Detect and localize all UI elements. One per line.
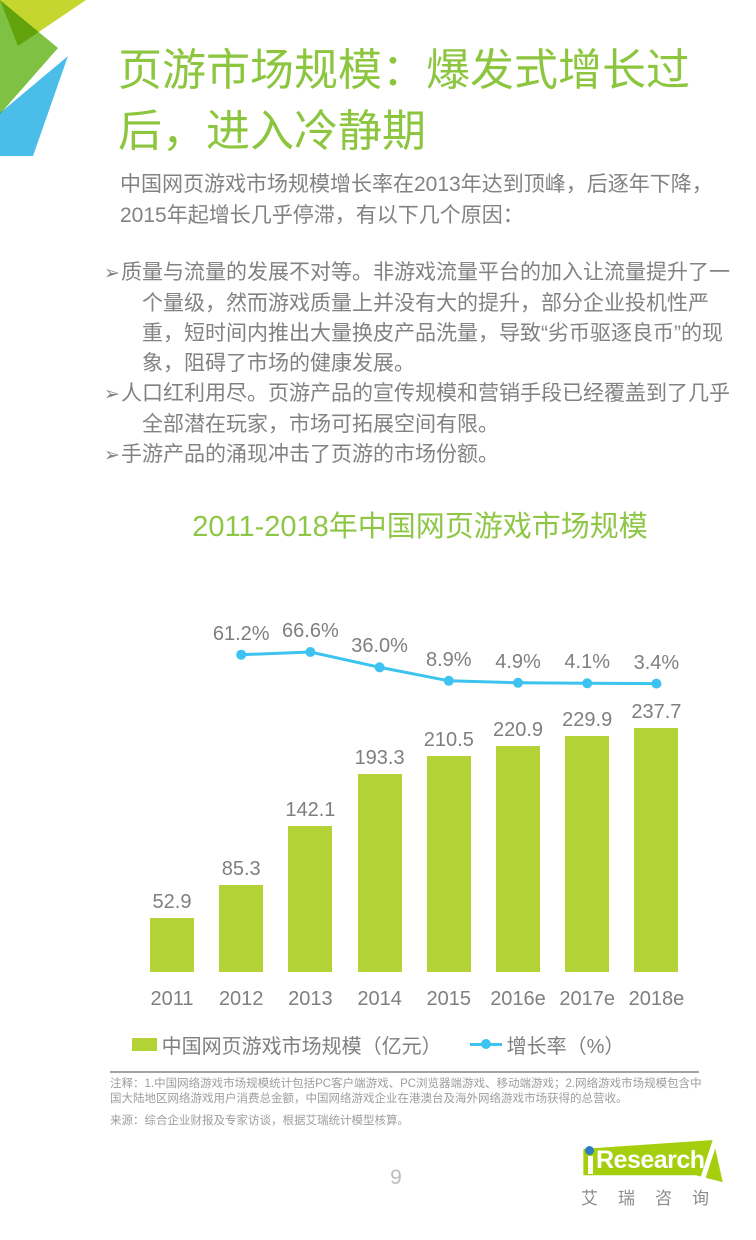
growth-line <box>241 650 657 686</box>
legend-item-growth-rate: 增长率（%） <box>469 1030 625 1059</box>
growth-point <box>305 647 316 657</box>
logo-i-dot-icon <box>585 1146 594 1155</box>
bar-2018e <box>634 728 679 972</box>
page-title-line1: 页游市场规模：爆发式增长过 <box>118 46 690 95</box>
iresearch-logo: Research <box>579 1139 725 1186</box>
chart-title: 2011-2018年中国网页游戏市场规模 <box>192 511 648 543</box>
bullet-text: 手游产品的涌现冲击了页游的市场份额。 <box>121 443 499 466</box>
bar-value-label: 220.9 <box>492 718 544 741</box>
footer-divider <box>110 1071 699 1073</box>
growth-value-label: 4.1% <box>564 651 610 674</box>
growth-value-label: 4.9% <box>495 650 541 673</box>
logo-caption: 艾瑞咨询 <box>581 1189 729 1208</box>
bar-2015 <box>426 756 471 972</box>
bar-value-label: 142.1 <box>285 799 336 822</box>
source-text: 来源：综合企业财报及专家访谈，根据艾瑞统计模型核算。 <box>110 1115 409 1127</box>
growth-value-label: 36.0% <box>351 635 408 658</box>
bullet-arrow-icon: ➢ <box>104 445 120 466</box>
bullet-text: 质量与流量的发展不对等。非游戏流量平台的加入让流量提升了一个量级，然而游戏质量上… <box>121 261 730 375</box>
x-axis-label: 2014 <box>357 988 402 1010</box>
bar-2013 <box>288 826 333 972</box>
bar-2012 <box>219 884 264 972</box>
page-title: 页游市场规模：爆发式增长过 后，进入冷静期 <box>118 40 724 162</box>
note-text: 注释：1.中国网络游戏市场规模统计包括PC客户端游戏、PC浏览器端游戏、移动端游… <box>110 1078 702 1105</box>
x-axis-label: 2011 <box>150 988 194 1010</box>
x-axis-label: 2012 <box>218 988 264 1010</box>
growth-point <box>582 678 593 689</box>
bullet-item: ➢质量与流量的发展不对等。非游戏流量平台的加入让流量提升了一个量级，然而游戏质量… <box>104 258 738 379</box>
growth-value-label: 8.9% <box>426 648 472 671</box>
page-number: 9 <box>390 1166 402 1189</box>
growth-point <box>513 677 523 688</box>
growth-value-label: 61.2% <box>212 622 270 645</box>
page-title-line2: 后，进入冷静期 <box>118 107 426 156</box>
growth-value-label: 66.6% <box>282 620 339 642</box>
bullet-arrow-icon: ➢ <box>104 263 120 284</box>
bar-2017e <box>565 736 610 972</box>
bullet-list: ➢质量与流量的发展不对等。非游戏流量平台的加入让流量提升了一个量级，然而游戏质量… <box>104 258 738 471</box>
x-axis-label: 2017e <box>559 988 615 1010</box>
line-series-swatch <box>469 1038 502 1049</box>
intro-paragraph: 中国网页游戏市场规模增长率在2013年达到顶峰，后逐年下降，2015年起增长几乎… <box>120 173 713 227</box>
bar-value-label: 52.9 <box>152 890 192 913</box>
logo-i-stem <box>588 1156 593 1174</box>
bar-2016e <box>496 745 540 972</box>
bullet-text: 人口红利用尽。页游产品的宣传规模和营销手段已经覆盖到了几乎全部潜在玩家，市场可拓… <box>121 382 730 436</box>
bar-value-label: 193.3 <box>354 746 405 769</box>
bar-series-swatch <box>131 1037 157 1051</box>
bullet-item: ➢人口红利用尽。页游产品的宣传规模和营销手段已经覆盖到了几乎全部潜在玩家，市场可… <box>104 379 738 440</box>
logo-brand-text: Research <box>596 1146 705 1174</box>
x-axis-label: 2015 <box>426 988 472 1010</box>
footnotes: 注释：1.中国网络游戏市场规模统计包括PC客户端游戏、PC浏览器端游戏、移动端游… <box>110 1077 704 1129</box>
growth-point <box>374 662 385 673</box>
legend-item-market-size: 中国网页游戏市场规模（亿元） <box>131 1030 442 1059</box>
bar-series-label: 中国网页游戏市场规模（亿元） <box>161 1035 442 1058</box>
bar-value-label: 229.9 <box>562 709 613 732</box>
x-axis-label: 2013 <box>288 988 333 1010</box>
bar-value-label: 210.5 <box>423 729 474 752</box>
growth-value-label: 3.4% <box>633 651 680 674</box>
growth-point <box>236 649 247 660</box>
bullet-arrow-icon: ➢ <box>104 384 120 405</box>
bar-value-label: 237.7 <box>631 701 682 724</box>
growth-point <box>651 678 662 689</box>
bar-2011 <box>150 917 194 972</box>
growth-point <box>443 675 454 686</box>
x-axis-label: 2018e <box>628 988 685 1010</box>
bar-2014 <box>357 773 402 972</box>
chart-legend: 中国网页游戏市场规模（亿元） 增长率（%） <box>0 1030 756 1058</box>
bar-value-label: 85.3 <box>221 857 261 880</box>
bullet-item: ➢手游产品的涌现冲击了页游的市场份额。 <box>104 440 738 471</box>
line-series-label: 增长率（%） <box>506 1035 625 1058</box>
x-axis-label: 2016e <box>490 988 546 1010</box>
